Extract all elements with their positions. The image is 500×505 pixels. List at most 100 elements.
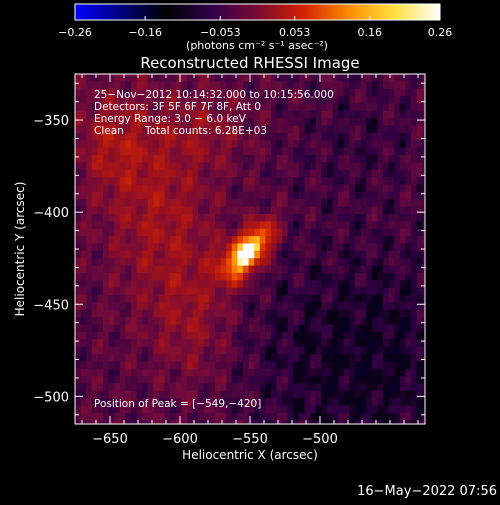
heatmap-cell — [405, 236, 412, 244]
heatmap-cell — [181, 331, 188, 340]
heatmap-cell — [75, 405, 81, 414]
heatmap-cell — [175, 74, 182, 82]
heatmap-cell — [399, 420, 406, 424]
heatmap-cell — [282, 398, 289, 406]
heatmap-cell — [411, 191, 417, 200]
heatmap-cell — [383, 147, 389, 156]
heatmap-cell — [371, 118, 378, 126]
heatmap-cell — [293, 110, 300, 119]
heatmap-cell — [142, 125, 149, 134]
heatmap-cell — [91, 405, 98, 414]
heatmap-cell — [343, 103, 350, 112]
colorbar-tick-label: 0.16 — [358, 26, 383, 39]
heatmap-cell — [108, 412, 115, 421]
heatmap-cell — [405, 324, 412, 333]
heatmap-cell — [226, 184, 233, 193]
heatmap-cell — [360, 162, 367, 171]
heatmap-cell — [215, 346, 221, 355]
heatmap-cell — [203, 339, 210, 347]
heatmap-cell — [153, 184, 160, 193]
heatmap-cell — [170, 420, 177, 424]
heatmap-cell — [97, 214, 104, 222]
heatmap-cell — [343, 390, 350, 399]
heatmap-cell — [416, 199, 423, 207]
heatmap-cell — [383, 125, 389, 134]
heatmap-cell — [108, 243, 115, 252]
heatmap-cell — [366, 376, 373, 384]
heatmap-cell — [209, 162, 216, 171]
heatmap-cell — [114, 103, 121, 112]
heatmap-cell — [181, 140, 188, 149]
heatmap-cell — [338, 96, 345, 104]
heatmap-cell — [338, 250, 345, 259]
heatmap-cell — [399, 398, 406, 406]
heatmap-cell — [388, 287, 395, 296]
heatmap-cell — [388, 155, 395, 163]
heatmap-cell — [355, 420, 361, 424]
heatmap-cell — [136, 390, 143, 399]
heatmap-cell — [142, 309, 149, 318]
heatmap-cell — [271, 302, 277, 311]
heatmap-cell — [371, 258, 378, 266]
heatmap-cell — [254, 324, 261, 333]
heatmap-cell — [215, 368, 221, 377]
heatmap-cell — [265, 250, 272, 259]
heatmap-cell — [377, 221, 384, 230]
heatmap-cell — [299, 258, 305, 266]
heatmap-cell — [80, 331, 87, 340]
heatmap-cell — [349, 412, 356, 421]
heatmap-cell — [136, 272, 143, 281]
heatmap-cell — [243, 390, 249, 399]
heatmap-cell — [147, 361, 154, 370]
heatmap-cell — [75, 169, 81, 178]
heatmap-cell — [192, 339, 199, 347]
heatmap-cell — [114, 177, 121, 185]
heatmap-cell — [276, 199, 283, 207]
heatmap-cell — [181, 214, 188, 222]
heatmap-cell — [91, 147, 98, 156]
heatmap-cell — [338, 412, 345, 421]
heatmap-cell — [416, 361, 423, 370]
heatmap-cell — [170, 361, 177, 370]
heatmap-cell — [343, 383, 350, 392]
heatmap-cell — [287, 412, 294, 421]
heatmap-cell — [170, 169, 177, 178]
heatmap-cell — [276, 74, 283, 82]
heatmap-cell — [153, 331, 160, 340]
heatmap-cell — [75, 383, 81, 392]
heatmap-cell — [394, 221, 401, 230]
heatmap-cell — [360, 214, 367, 222]
heatmap-cell — [125, 317, 132, 325]
heatmap-cell — [75, 140, 81, 149]
heatmap-cell — [349, 361, 356, 370]
heatmap-cell — [97, 81, 104, 90]
heatmap-cell — [125, 390, 132, 399]
heatmap-cell — [159, 361, 165, 370]
heatmap-cell — [181, 339, 188, 347]
heatmap-cell — [265, 88, 272, 97]
heatmap-cell — [131, 250, 137, 259]
heatmap-cell — [187, 324, 193, 333]
heatmap-cell — [142, 339, 149, 347]
heatmap-cell — [119, 103, 126, 112]
heatmap-cell — [97, 132, 104, 141]
heatmap-cell — [175, 368, 182, 377]
heatmap-cell — [304, 376, 311, 384]
heatmap-cell — [237, 88, 244, 97]
heatmap-cell — [332, 118, 339, 126]
heatmap-cell — [310, 390, 317, 399]
heatmap-cell — [136, 420, 143, 424]
heatmap-cell — [287, 221, 294, 230]
heatmap-cell — [343, 346, 350, 355]
heatmap-cell — [287, 368, 294, 377]
heatmap-cell — [405, 221, 412, 230]
heatmap-cell — [243, 346, 249, 355]
heatmap-cell — [153, 110, 160, 119]
heatmap-cell — [321, 147, 328, 156]
heatmap-cell — [175, 81, 182, 90]
heatmap-cell — [366, 132, 373, 141]
heatmap-cell — [416, 243, 423, 252]
heatmap-cell — [80, 214, 87, 222]
heatmap-cell — [422, 324, 425, 333]
heatmap-cell — [304, 265, 311, 274]
